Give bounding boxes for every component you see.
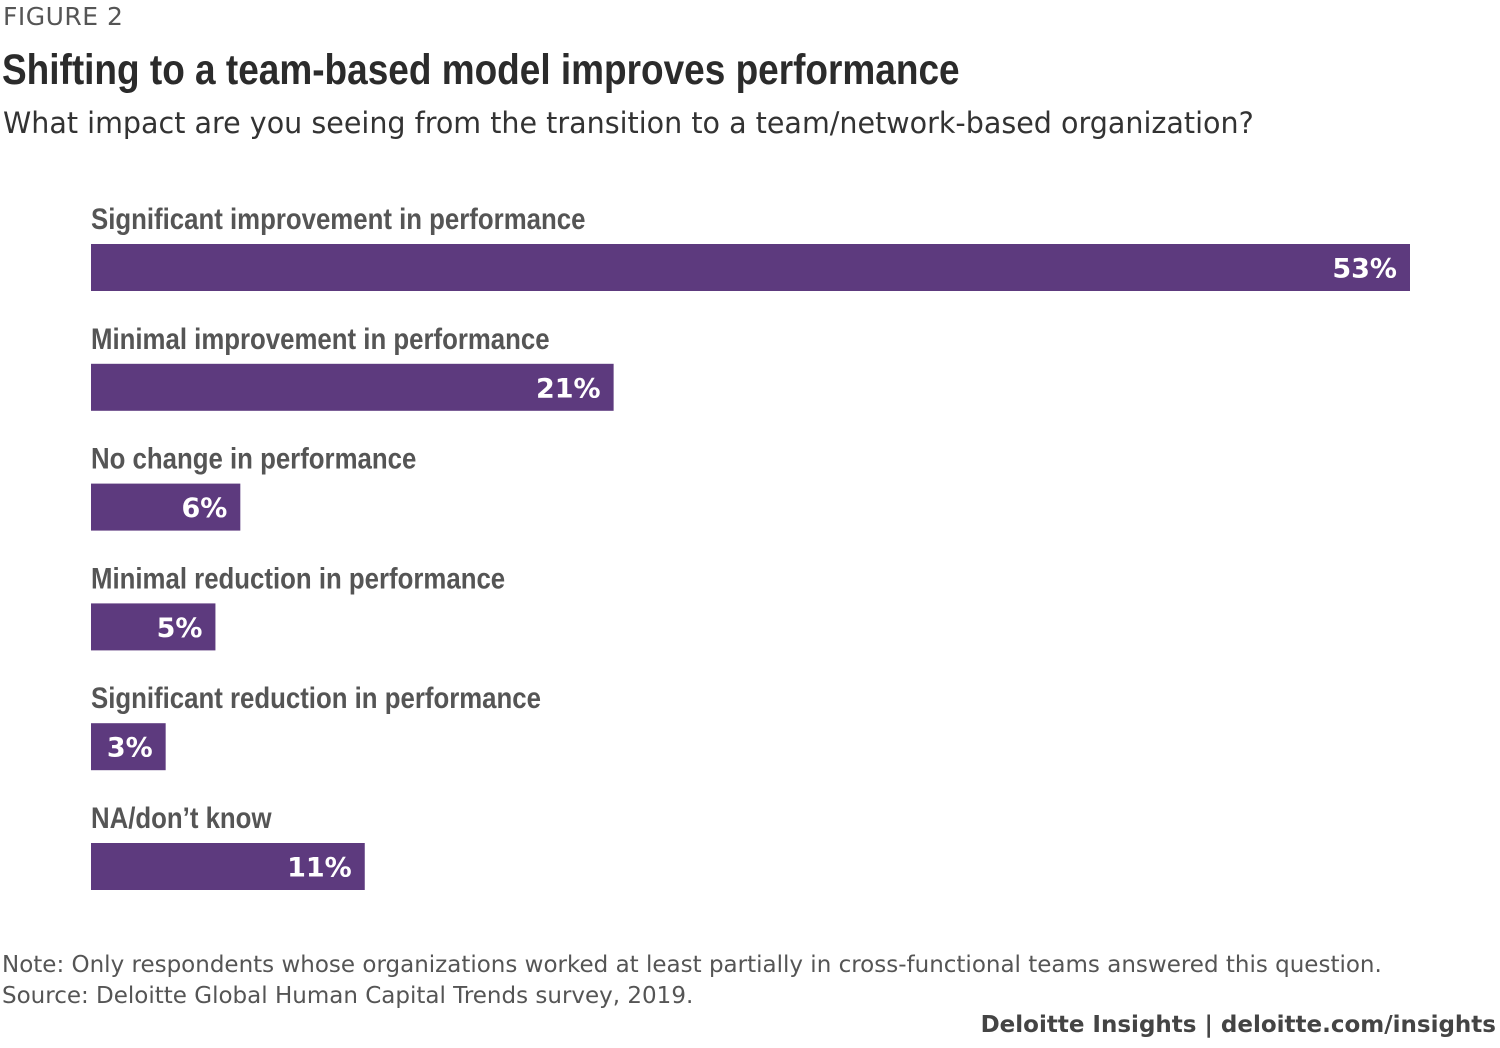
bar — [91, 723, 166, 771]
bar — [91, 603, 216, 651]
bar-row: Significant improvement in performance 53… — [91, 202, 1410, 291]
chart-source: Source: Deloitte Global Human Capital Tr… — [2, 983, 694, 1009]
category-label: Significant improvement in performance — [91, 202, 585, 235]
category-label: No change in performance — [91, 442, 416, 475]
bar-row: No change in performance 6% — [91, 442, 416, 531]
category-label: Minimal improvement in performance — [91, 322, 550, 355]
bar — [91, 843, 365, 890]
bar-value-label: 3% — [107, 733, 153, 764]
chart-note: Note: Only respondents whose organizatio… — [2, 952, 1382, 978]
category-label: Significant reduction in performance — [91, 681, 541, 714]
bar — [91, 363, 614, 411]
chart-notes: Note: Only respondents whose organizatio… — [2, 950, 1382, 1012]
footer-credit: Deloitte Insights | deloitte.com/insight… — [980, 1012, 1496, 1038]
bar — [91, 244, 1410, 291]
bar-value-label: 6% — [181, 493, 227, 524]
bar-row: NA/don’t know 11% — [91, 801, 365, 890]
bar-value-label: 11% — [287, 853, 352, 884]
figure-label: FIGURE 2 — [3, 2, 124, 31]
bar-value-label: 21% — [536, 373, 601, 404]
bar — [91, 483, 241, 531]
chart-subtitle: What impact are you seeing from the tran… — [3, 106, 1254, 140]
chart-title: Shifting to a team-based model improves … — [2, 46, 960, 94]
category-label: Minimal reduction in performance — [91, 562, 505, 595]
category-label: NA/don’t know — [91, 801, 272, 834]
bar-row: Minimal reduction in performance 5% — [91, 562, 505, 651]
bar-value-label: 53% — [1332, 254, 1397, 285]
bar-row: Minimal improvement in performance 21% — [91, 322, 614, 411]
bar-value-label: 5% — [157, 613, 203, 644]
bar-row: Significant reduction in performance 3% — [91, 681, 541, 771]
